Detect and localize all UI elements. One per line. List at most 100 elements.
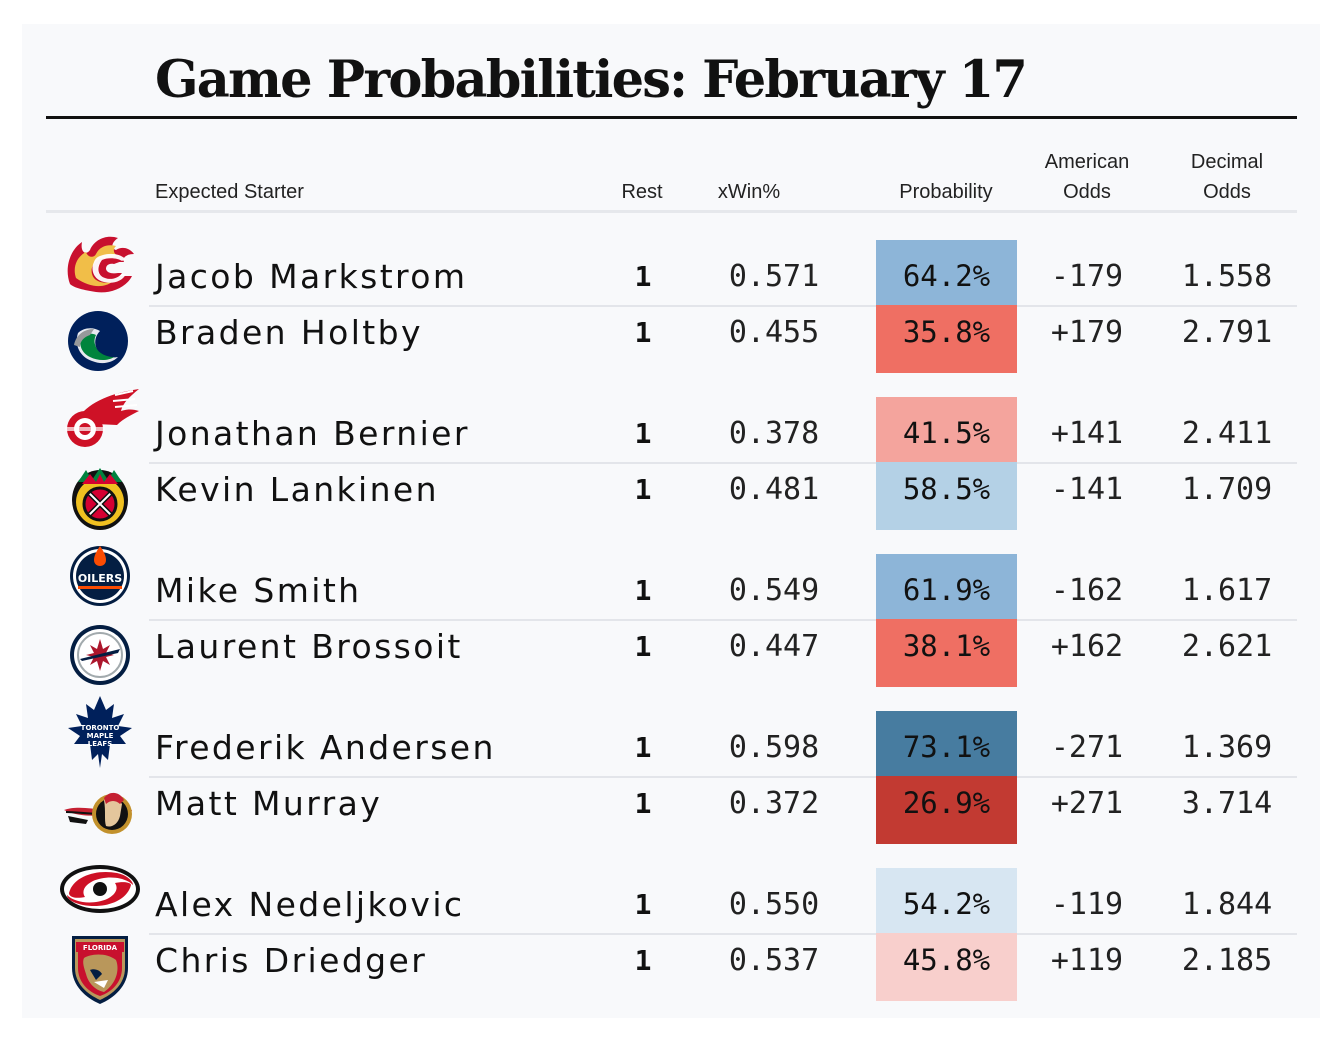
american-odds-value: +119: [1050, 942, 1124, 978]
xwin-value: 0.372: [728, 785, 820, 821]
decimal-odds-value: 1.844: [1181, 886, 1273, 922]
rest-value: 1: [634, 786, 652, 820]
decimal-odds-value: 3.714: [1181, 785, 1273, 821]
american-odds-value: +141: [1050, 415, 1124, 451]
starter-name: Jacob Markstrom: [155, 256, 468, 296]
american-odds-value: -179: [1050, 258, 1124, 294]
starter-name: Frederik Andersen: [155, 727, 496, 767]
xwin-value: 0.378: [728, 415, 820, 451]
starter-name: Laurent Brossoit: [155, 626, 463, 666]
starter-name: Braden Holtby: [155, 312, 423, 352]
probability-value: 26.9%: [902, 786, 991, 820]
row-divider: [149, 619, 1297, 621]
header-american-odds-line1: American: [1044, 151, 1130, 173]
american-odds-value: +179: [1050, 314, 1124, 350]
row-divider: [149, 462, 1297, 464]
table-panel: [22, 24, 1320, 1018]
row-divider: [149, 933, 1297, 935]
header-divider: [46, 210, 1297, 213]
xwin-value: 0.598: [728, 729, 820, 765]
senators-icon: [50, 778, 150, 844]
header-rest: Rest: [621, 181, 663, 203]
jets-icon: [50, 621, 150, 687]
decimal-odds-value: 1.369: [1181, 729, 1273, 765]
oilers-icon: OILERS: [50, 542, 150, 608]
panthers-icon: FLORIDA: [50, 935, 150, 1004]
red-wings-icon: [50, 385, 150, 451]
decimal-odds-value: 1.558: [1181, 258, 1273, 294]
probability-value: 35.8%: [902, 315, 991, 349]
xwin-value: 0.447: [728, 628, 820, 664]
starter-name: Matt Murray: [155, 783, 383, 823]
probability-fill: [876, 933, 1017, 1001]
table-row: Jacob Markstrom 1 0.571 64.2% -179 1.558: [46, 236, 1297, 308]
page-title: Game Probabilities: February 17: [155, 50, 1028, 110]
american-odds-value: +271: [1050, 785, 1124, 821]
xwin-value: 0.455: [728, 314, 820, 350]
table-row: Matt Murray 1 0.372 26.9% +271 3.714: [46, 776, 1297, 844]
probability-value: 61.9%: [902, 573, 991, 607]
rest-value: 1: [634, 259, 652, 293]
maple-leafs-icon: TORONTO MAPLE LEAFS: [50, 696, 150, 768]
rest-value: 1: [634, 887, 652, 921]
leafs-wordmark-2: MAPLE: [87, 732, 114, 740]
probability-fill: [876, 240, 1017, 308]
starter-name: Chris Driedger: [155, 940, 428, 980]
starter-name: Alex Nedeljkovic: [155, 884, 465, 924]
table-row: OILERS Mike Smith 1 0.549 61.9% -162 1.617: [46, 546, 1297, 622]
leafs-wordmark-1: TORONTO: [81, 724, 120, 732]
starter-name: Mike Smith: [155, 570, 362, 610]
probability-value: 54.2%: [902, 887, 991, 921]
header-xwin: xWin%: [717, 181, 781, 203]
blackhawks-icon: [50, 464, 150, 530]
canucks-icon: [50, 307, 150, 373]
rest-value: 1: [634, 629, 652, 663]
table-row: Alex Nedeljkovic 1 0.550 54.2% -119 1.844: [46, 864, 1297, 936]
row-divider: [149, 776, 1297, 778]
probability-value: 73.1%: [902, 730, 991, 764]
decimal-odds-value: 1.617: [1181, 572, 1273, 608]
table-row: TORONTO MAPLE LEAFS Frederik Andersen 1 0.…: [46, 696, 1297, 779]
xwin-value: 0.571: [728, 258, 820, 294]
header-decimal-odds-line1: Decimal: [1190, 151, 1264, 173]
rest-value: 1: [634, 315, 652, 349]
probability-fill: [876, 868, 1017, 936]
american-odds-value: -271: [1050, 729, 1124, 765]
florida-wordmark: FLORIDA: [83, 944, 118, 952]
header-american-odds-line2: Odds: [1063, 181, 1111, 203]
starter-name: Jonathan Bernier: [155, 413, 470, 453]
american-odds-value: -141: [1050, 471, 1124, 507]
probability-fill: [876, 397, 1017, 465]
header-decimal-odds-line2: Odds: [1203, 181, 1251, 203]
probability-value: 38.1%: [902, 629, 991, 663]
american-odds-value: -119: [1050, 886, 1124, 922]
rest-value: 1: [634, 472, 652, 506]
flames-icon: [50, 228, 150, 294]
rest-value: 1: [634, 730, 652, 764]
decimal-odds-value: 2.185: [1181, 942, 1273, 978]
xwin-value: 0.481: [728, 471, 820, 507]
probability-fill: [876, 462, 1017, 530]
decimal-odds-value: 2.791: [1181, 314, 1273, 350]
oilers-wordmark: OILERS: [78, 572, 122, 585]
decimal-odds-value: 2.411: [1181, 415, 1273, 451]
table-row: Jonathan Bernier 1 0.378 41.5% +141 2.411: [46, 389, 1297, 465]
table-row: Kevin Lankinen 1 0.481 58.5% -141 1.709: [46, 462, 1297, 530]
rest-value: 1: [634, 943, 652, 977]
table-row: Laurent Brossoit 1 0.447 38.1% +162 2.621: [46, 619, 1297, 687]
probability-fill: [876, 619, 1017, 687]
probability-value: 41.5%: [902, 416, 991, 450]
probability-value: 45.8%: [902, 943, 991, 977]
table-row: FLORIDA Chris Driedger 1 0.537 45.8% +119 2.1…: [46, 933, 1297, 1004]
table-row: Braden Holtby 1 0.455 35.8% +179 2.791: [46, 305, 1297, 373]
american-odds-value: +162: [1050, 628, 1124, 664]
starter-name: Kevin Lankinen: [155, 469, 439, 509]
header-probability: Probability: [899, 181, 993, 203]
hurricanes-icon: [50, 856, 150, 922]
row-divider: [149, 305, 1297, 307]
xwin-value: 0.537: [728, 942, 820, 978]
decimal-odds-value: 1.709: [1181, 471, 1273, 507]
title-divider: [46, 116, 1297, 119]
probability-value: 58.5%: [902, 472, 991, 506]
rest-value: 1: [634, 416, 652, 450]
